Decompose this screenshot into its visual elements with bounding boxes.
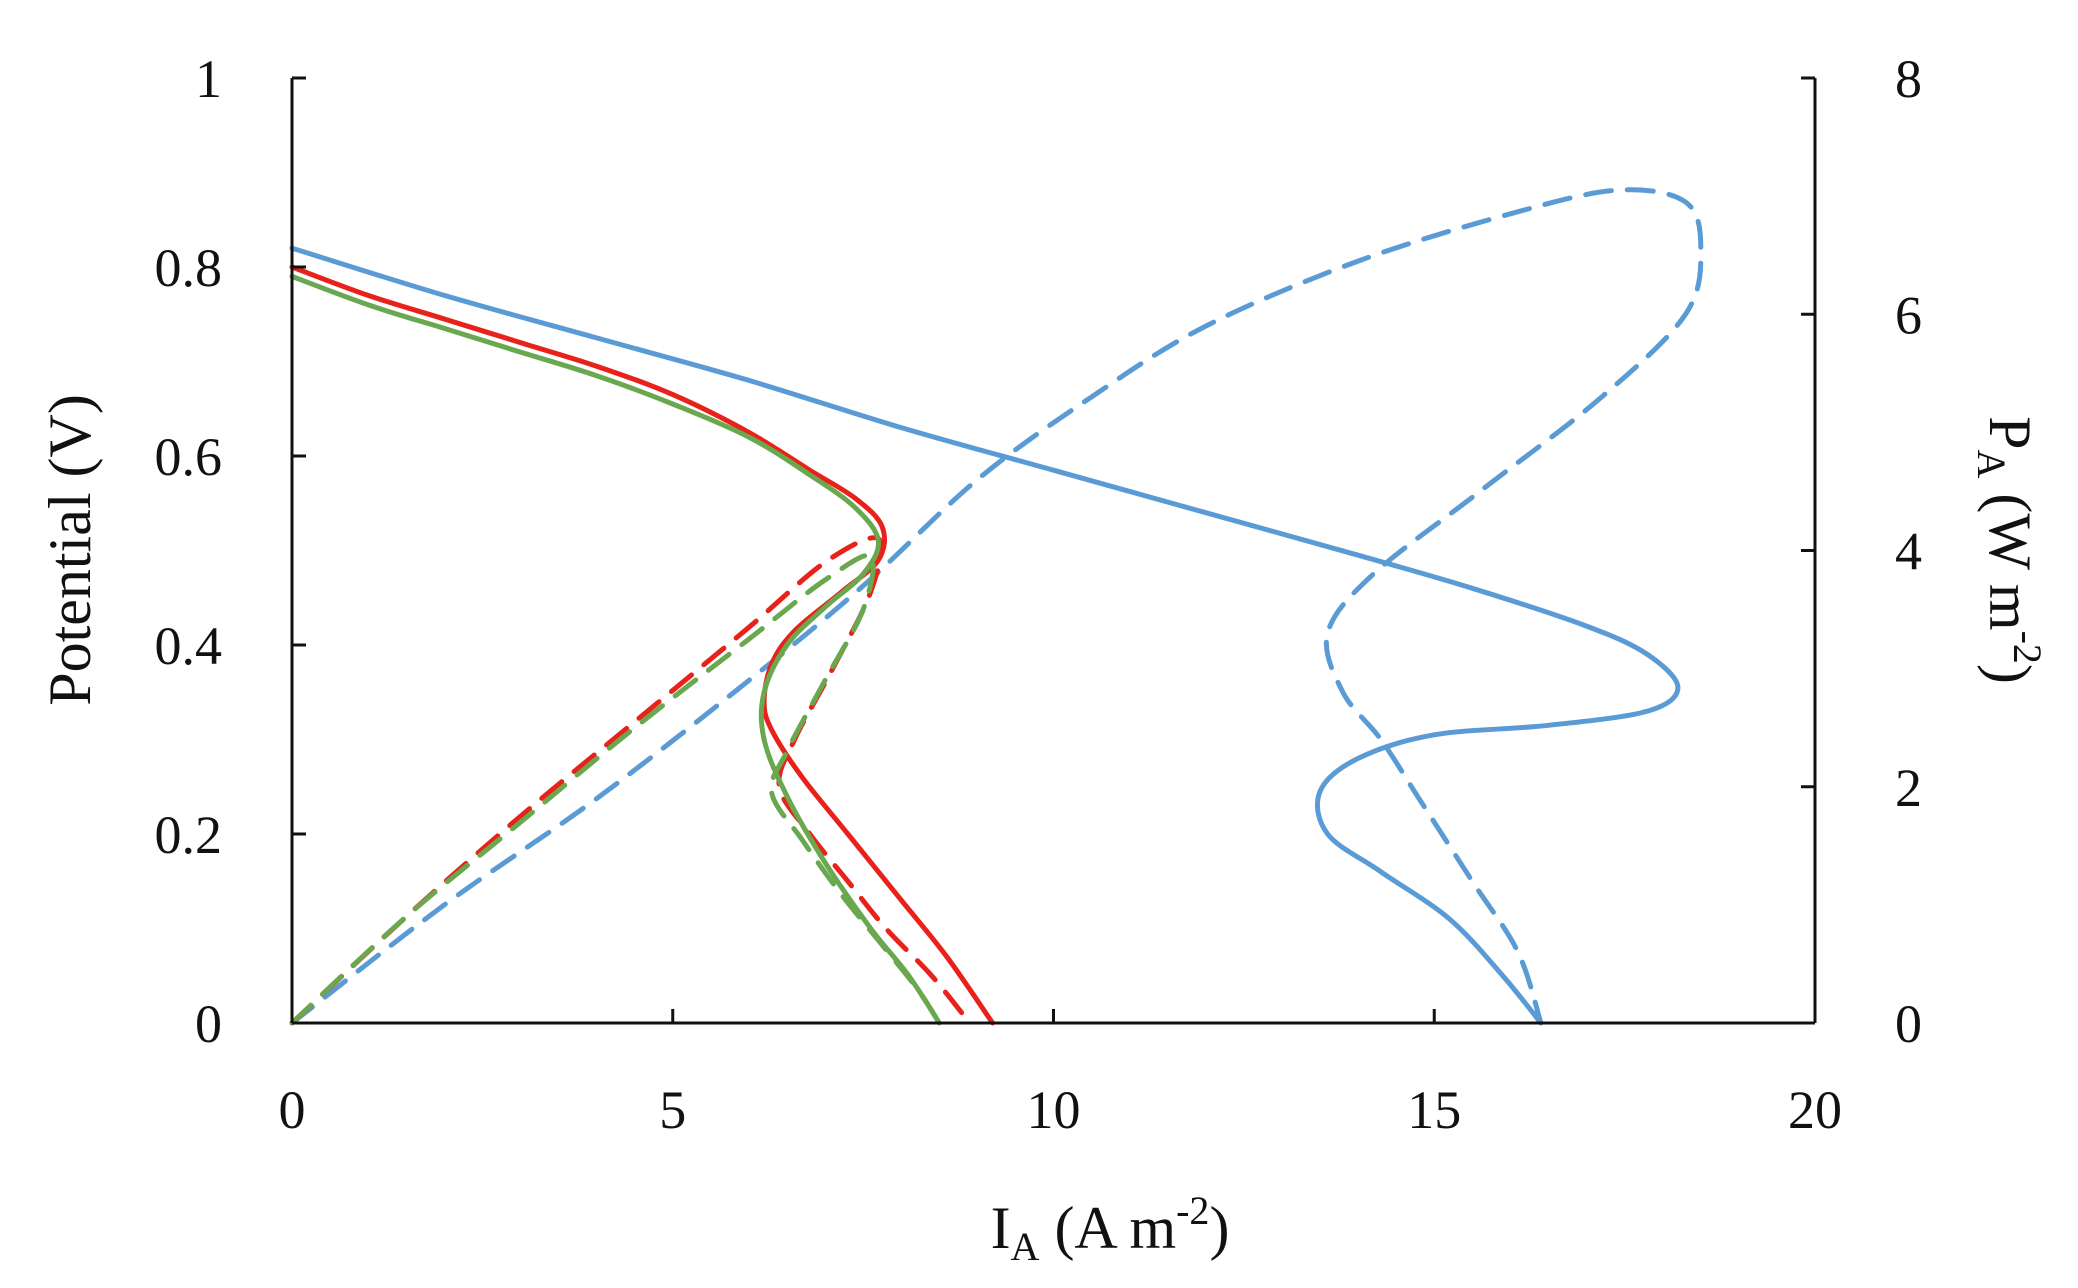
y-left-tick-label: 0.8: [155, 238, 223, 298]
series-line-3-power: [289, 535, 973, 1026]
axes: [290, 78, 1817, 1025]
y-right-tick-label: 0: [1895, 994, 1922, 1054]
series-line-4-potential: [289, 273, 942, 1026]
series-line-5-power: [289, 552, 942, 1026]
y-axis-left-label: Potential (V): [37, 394, 103, 706]
y-left-tick-label: 0.4: [155, 616, 223, 676]
x-tick-label: 10: [1027, 1080, 1081, 1140]
y-left-tick-label: 0.6: [155, 427, 223, 487]
y-left-tick-label: 0.2: [155, 805, 223, 865]
x-tick-label: 0: [279, 1080, 306, 1140]
y-left-tick-label: 1: [195, 49, 222, 109]
series-line-0-potential: [289, 245, 1681, 1026]
y-axis-right-label: PA (W m-2): [1969, 416, 2050, 684]
y-right-tick-label: 6: [1895, 285, 1922, 345]
x-tick-label: 15: [1407, 1080, 1461, 1140]
x-tick-label: 20: [1788, 1080, 1842, 1140]
y-right-tick-label: 8: [1895, 49, 1922, 109]
y-right-tick-label: 4: [1895, 522, 1922, 582]
series-line-2-potential: [289, 264, 996, 1026]
plot-lines: [289, 187, 1704, 1026]
series-line-1-power: [289, 187, 1704, 1026]
y-left-tick-label: 0: [195, 994, 222, 1054]
x-tick-label: 5: [659, 1080, 686, 1140]
y-right-tick-label: 2: [1895, 758, 1922, 818]
x-axis-label: IA (A m-2): [991, 1188, 1230, 1269]
